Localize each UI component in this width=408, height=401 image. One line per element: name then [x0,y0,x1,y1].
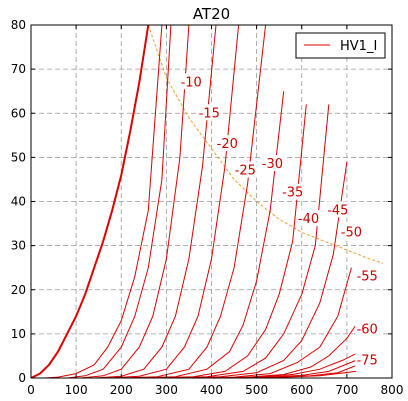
legend: HV1_I [295,32,386,59]
curve-label-bg [233,161,258,178]
curve-label: -15 [199,106,220,121]
legend-label: HV1_I [340,39,377,54]
y-tick-label: 60 [11,106,26,120]
x-tick-label: 600 [290,383,313,397]
series-line-7 [134,91,285,378]
y-tick-label: 80 [11,18,26,32]
series-line-8 [148,104,307,378]
x-tick-label: 800 [381,383,404,397]
curve-label: -10 [181,75,202,90]
curve-label-bg [339,223,364,240]
curve-label: -50 [341,225,362,240]
curve-label: -25 [235,164,256,179]
y-tick-label: 0 [18,371,26,385]
x-tick-label: 0 [27,383,35,397]
curve-label-bg [260,154,285,171]
max-dissipation-curve [147,25,384,264]
series-line-1 [44,25,163,378]
series-line-6 [121,25,267,378]
curve-label-bg [296,210,321,227]
curve-label-bg [355,267,380,284]
series-line-2 [67,25,172,378]
curve-label-bg [280,183,305,200]
series-line-10 [175,161,348,378]
series-line-4 [94,25,217,378]
x-tick-label: 500 [245,383,268,397]
axis-ticks: 0 100 200 300 400 500 600 700 800 0 10 20 30 40 50 60 70… [11,18,404,397]
y-tick-label: 20 [11,283,26,297]
chart-title: AT20 [193,5,230,23]
curve-label-bg [355,320,380,337]
curve-labels: -10 -15 -20 -25 -30 -35 -40 -45 -50 -55 -60 -75 [179,73,380,368]
curve-label-bg [179,73,204,90]
series-line-11 [188,267,352,378]
curve-label: -20 [217,137,238,152]
curve-label: -60 [357,322,378,337]
series-line-0 [31,25,150,378]
series-line-9 [161,104,330,378]
x-tick-label: 200 [110,383,133,397]
y-tick-label: 70 [11,62,26,76]
curve-label-bg [325,201,350,218]
curve-label: -30 [262,157,283,172]
curve-label: -45 [327,203,348,218]
curve-label-bg [355,351,380,368]
y-tick-label: 40 [11,195,26,209]
curve-label: -35 [282,186,303,201]
y-tick-label: 10 [11,327,26,341]
curve-label-bg [215,135,240,152]
series-line-5 [107,25,240,378]
series-line-3 [80,25,190,378]
y-tick-label: 50 [11,150,26,164]
curve-label: -40 [298,212,319,227]
x-tick-label: 300 [155,383,178,397]
curve-label: -75 [357,353,378,368]
y-tick-label: 30 [11,239,26,253]
curve-label-bg [197,104,222,121]
plot-curves [31,25,384,378]
x-tick-label: 700 [335,383,358,397]
curve-label: -55 [357,270,378,285]
x-tick-label: 100 [65,383,88,397]
x-tick-label: 400 [200,383,223,397]
